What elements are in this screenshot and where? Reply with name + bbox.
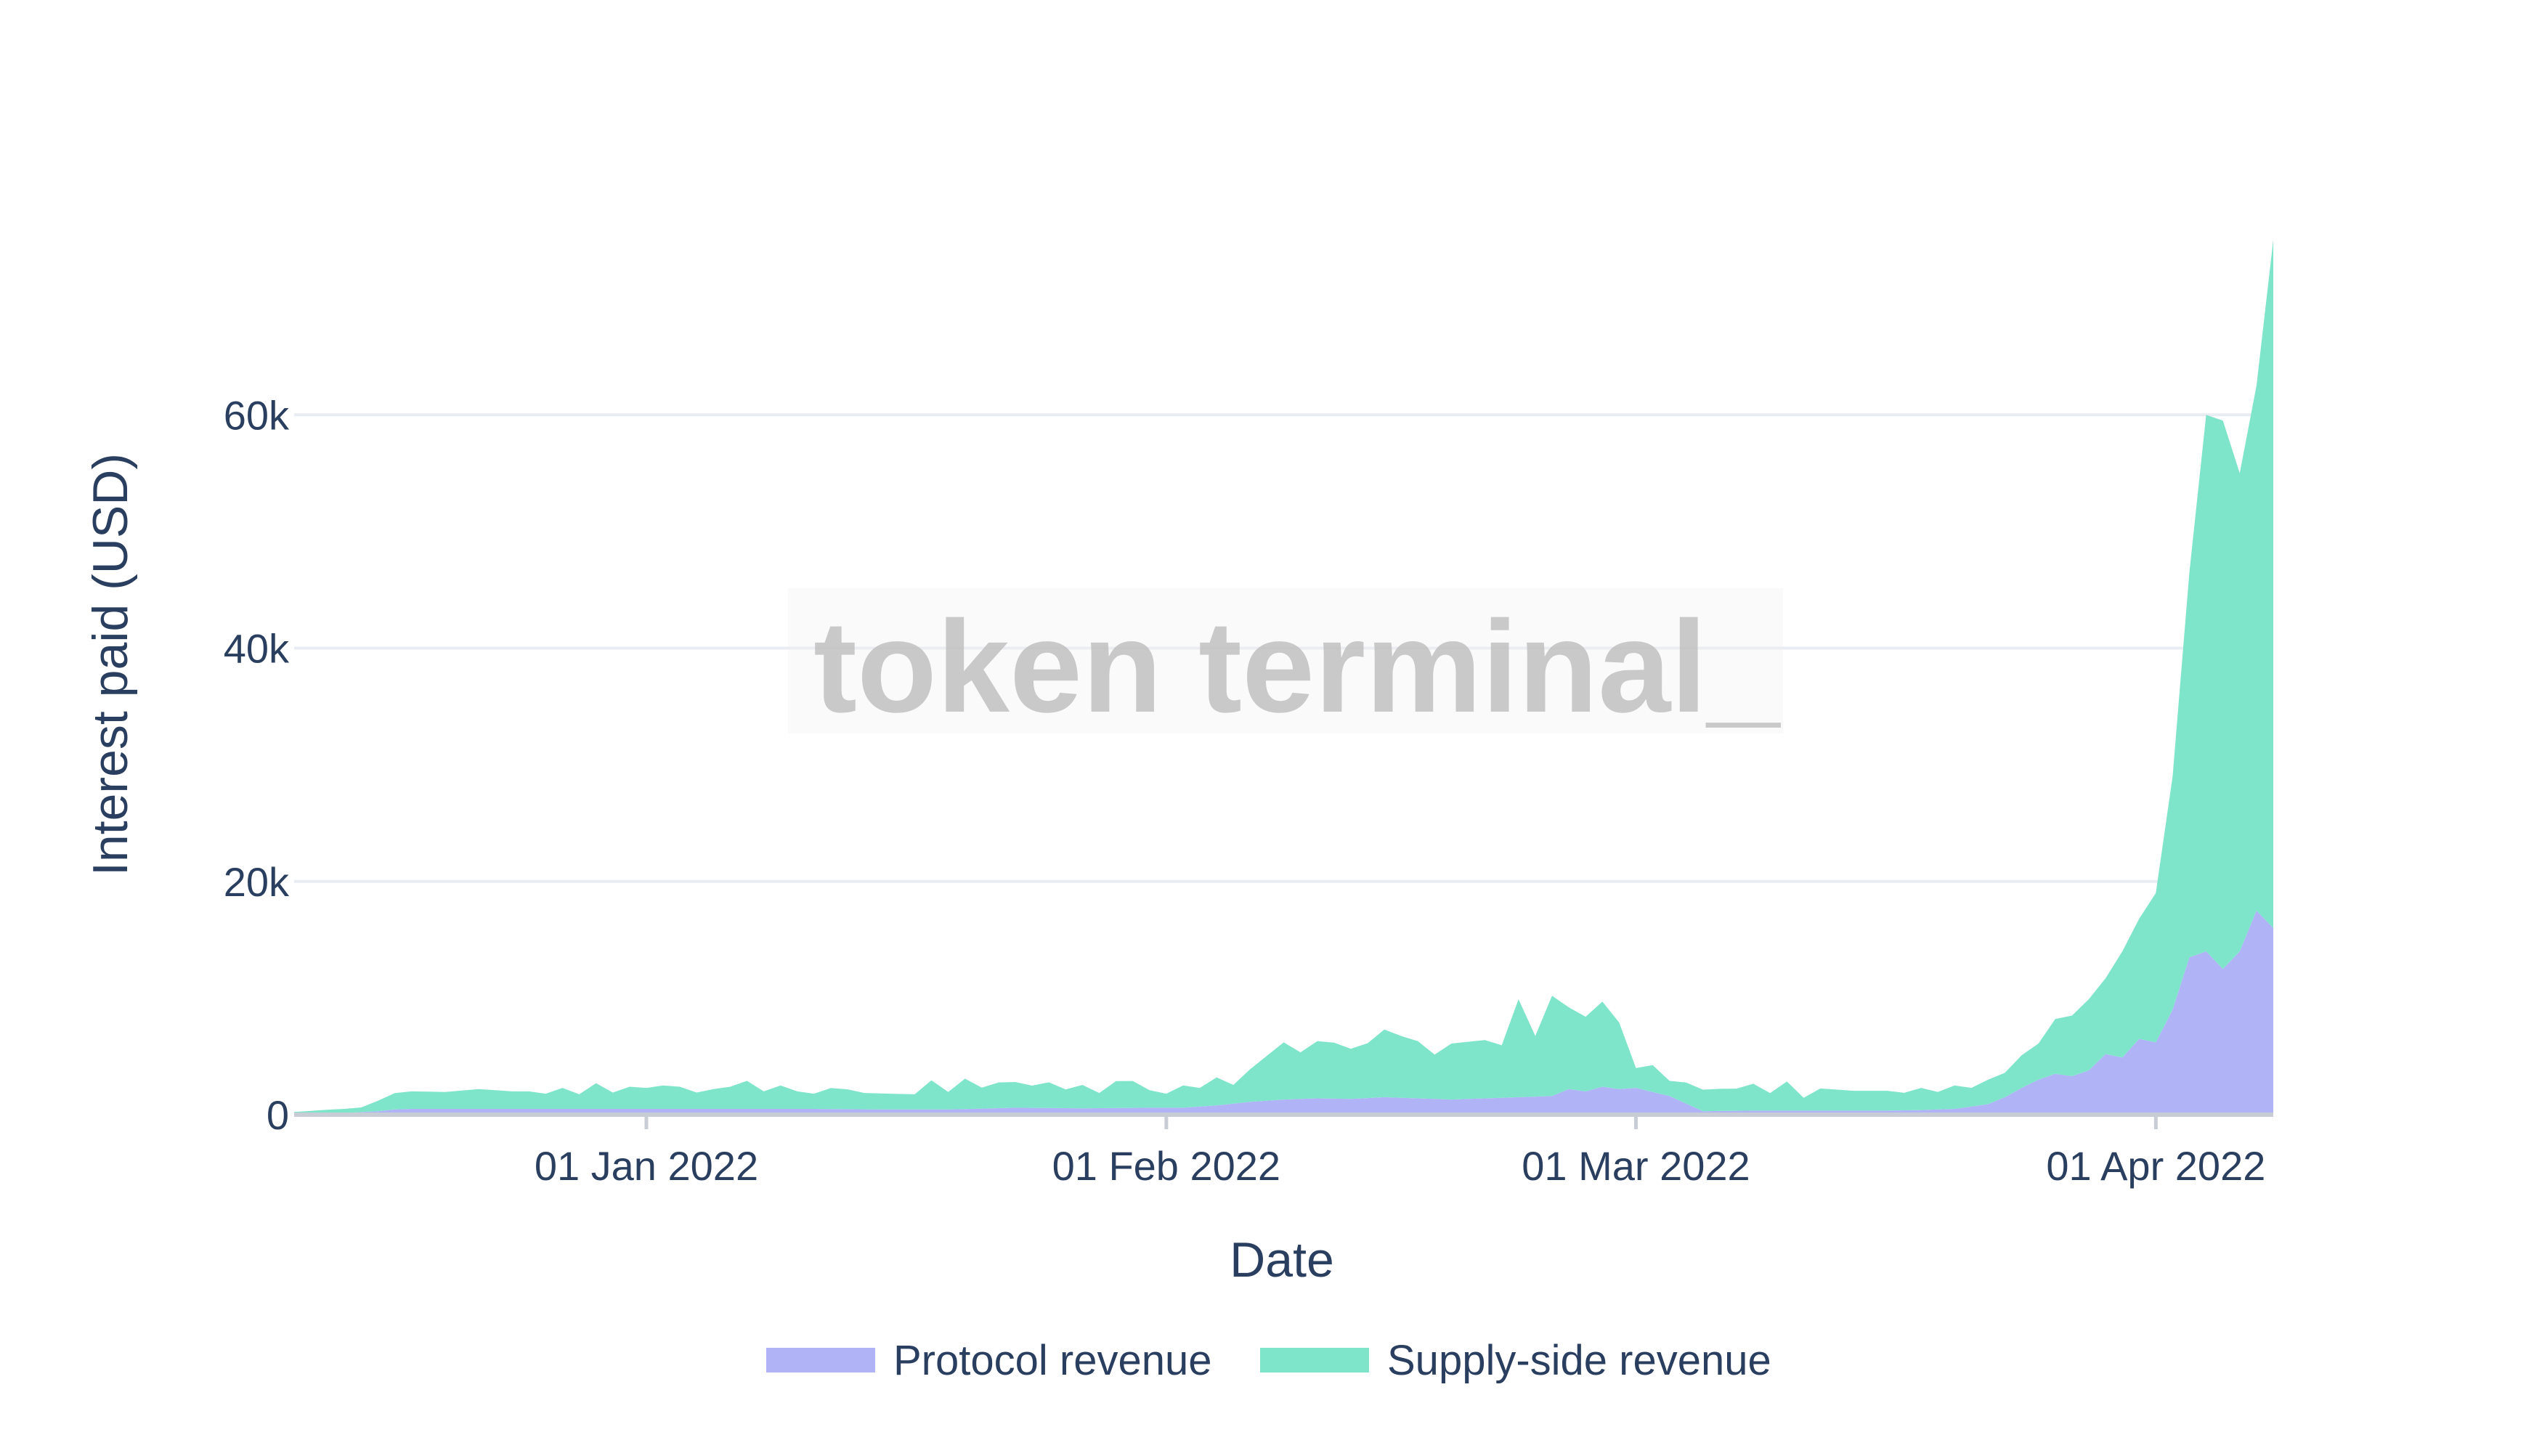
x-tick-label: 01 Jan 2022 bbox=[535, 1143, 758, 1189]
y-axis-title: Interest paid (USD) bbox=[83, 453, 138, 876]
legend-swatch bbox=[766, 1348, 875, 1372]
y-tick-labels: 0 20k 40k 60k bbox=[224, 392, 290, 1138]
x-tick-labels: 01 Jan 2022 01 Feb 2022 01 Mar 2022 01 Apr … bbox=[535, 1115, 2265, 1189]
y-tick-label: 40k bbox=[224, 626, 290, 672]
legend-label: Protocol revenue bbox=[893, 1337, 1211, 1384]
watermark: token terminal_ bbox=[788, 588, 1783, 740]
watermark-text: token terminal_ bbox=[813, 594, 1781, 740]
legend-label: Supply-side revenue bbox=[1387, 1337, 1771, 1384]
x-axis-title: Date bbox=[1230, 1232, 1334, 1288]
x-tick-label: 01 Mar 2022 bbox=[1522, 1143, 1750, 1189]
legend: Protocol revenue Supply-side revenue bbox=[766, 1337, 1771, 1384]
series-area-protocol-revenue bbox=[294, 910, 2273, 1115]
legend-swatch bbox=[1260, 1348, 1369, 1372]
x-tick-label: 01 Apr 2022 bbox=[2046, 1143, 2265, 1189]
watermark-backdrop bbox=[788, 588, 1783, 733]
grid-lines bbox=[294, 413, 2273, 883]
plot-area bbox=[294, 240, 2273, 1115]
y-tick-label: 60k bbox=[224, 392, 290, 438]
y-tick-label: 20k bbox=[224, 859, 290, 905]
x-tick-label: 01 Feb 2022 bbox=[1052, 1143, 1280, 1189]
series-area-supply-side-revenue bbox=[294, 240, 2273, 1114]
y-tick-label: 0 bbox=[267, 1092, 289, 1138]
